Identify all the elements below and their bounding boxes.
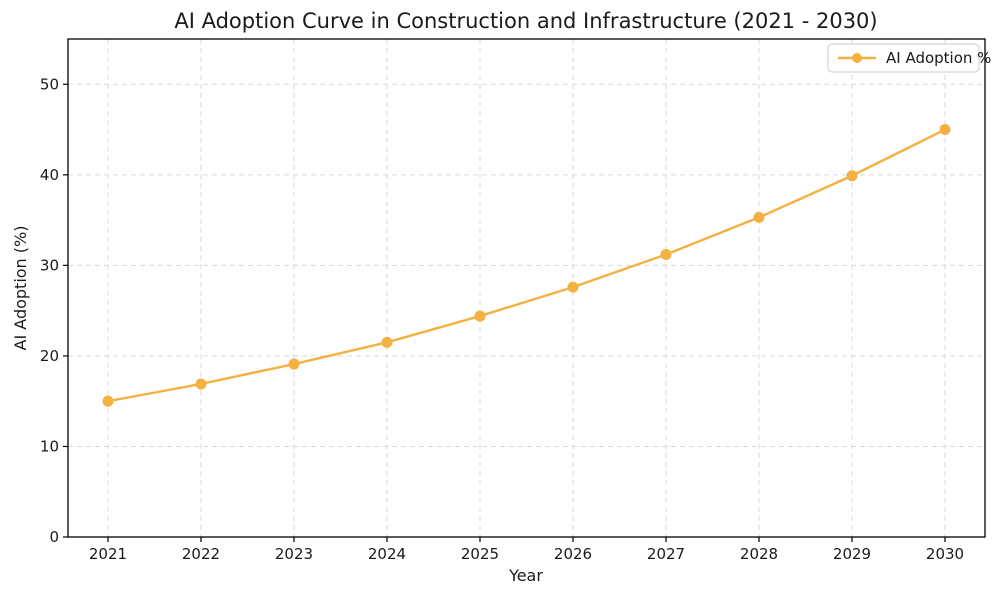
plot-border <box>67 38 986 538</box>
legend-label: AI Adoption % <box>886 49 991 67</box>
chart-title: AI Adoption Curve in Construction and In… <box>174 9 877 33</box>
y-tick-label: 50 <box>40 75 59 93</box>
x-tick-label: 2028 <box>740 545 778 563</box>
legend-box <box>827 43 980 73</box>
x-axis-label: Year <box>508 566 543 585</box>
x-tick-label: 2030 <box>926 545 964 563</box>
data-point <box>381 336 393 348</box>
x-tick-label: 2022 <box>182 545 220 563</box>
data-point <box>567 281 579 293</box>
data-point <box>846 170 858 182</box>
y-tick-label: 40 <box>40 166 59 184</box>
y-tick-label: 0 <box>49 528 59 546</box>
gridlines <box>68 39 985 537</box>
y-tick-label: 20 <box>40 347 59 365</box>
data-line <box>106 128 947 403</box>
y-axis-label: AI Adoption (%) <box>11 226 30 351</box>
x-tick-label: 2024 <box>368 545 406 563</box>
data-point <box>102 395 114 407</box>
x-tick-label: 2025 <box>461 545 499 563</box>
data-point <box>288 358 300 370</box>
legend: AI Adoption % <box>827 43 991 73</box>
x-tick-label: 2027 <box>647 545 685 563</box>
data-point <box>195 378 207 390</box>
y-tick-label: 30 <box>40 256 59 274</box>
x-tick-label: 2029 <box>833 545 871 563</box>
x-tick-label: 2023 <box>275 545 313 563</box>
legend-sample-marker-icon <box>852 53 862 63</box>
x-tick-label: 2021 <box>89 545 127 563</box>
y-tick-label: 10 <box>40 437 59 455</box>
data-point <box>474 310 486 322</box>
x-tick-label: 2026 <box>554 545 592 563</box>
data-point <box>660 248 672 260</box>
data-point <box>753 211 765 223</box>
axis-ticks: 2021 2022 2023 2024 2025 2026 2027 2028 2029 2030… <box>40 75 964 563</box>
data-point <box>939 124 951 136</box>
data-series <box>102 124 951 407</box>
